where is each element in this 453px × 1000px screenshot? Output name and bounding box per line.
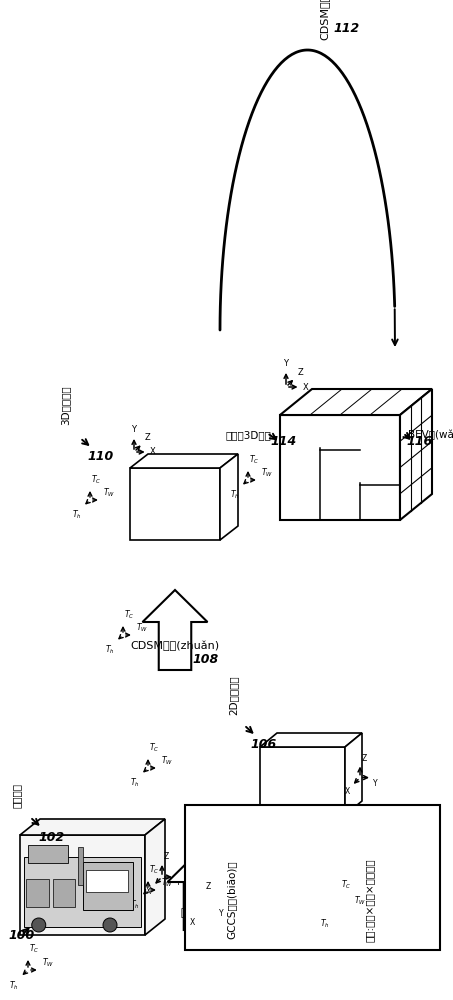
- Text: 張量:寬度×高度×通道維度: 張量:寬度×高度×通道維度: [365, 858, 375, 942]
- Text: $T_W$: $T_W$: [103, 487, 115, 499]
- Text: Z: Z: [206, 882, 211, 891]
- Text: 108: 108: [192, 653, 218, 666]
- Text: $T_h$: $T_h$: [230, 489, 240, 501]
- Bar: [26, 879, 48, 907]
- Text: CDSM聚合: CDSM聚合: [319, 0, 329, 40]
- Polygon shape: [400, 389, 432, 520]
- Text: $T_C$: $T_C$: [149, 863, 159, 876]
- Text: $T_C$: $T_C$: [124, 608, 135, 621]
- Polygon shape: [260, 733, 362, 747]
- Bar: [77, 847, 82, 885]
- Text: X: X: [190, 918, 195, 927]
- Text: X: X: [146, 887, 151, 896]
- Text: $T_h$: $T_h$: [320, 918, 330, 930]
- Text: $T_W$: $T_W$: [354, 894, 366, 907]
- Text: Y: Y: [219, 909, 224, 918]
- Polygon shape: [345, 733, 362, 815]
- Text: $T_W$: $T_W$: [161, 876, 173, 889]
- Text: BEV網(wǎng)格: BEV網(wǎng)格: [408, 430, 453, 440]
- Text: $T_W$: $T_W$: [161, 754, 173, 767]
- Text: $T_W$: $T_W$: [136, 621, 148, 634]
- Text: 102: 102: [38, 831, 64, 844]
- Polygon shape: [280, 389, 432, 415]
- Text: 骨干
和BiFPN: 骨干 和BiFPN: [181, 895, 219, 917]
- Text: 112: 112: [333, 22, 360, 35]
- Bar: [82, 862, 132, 910]
- Text: Z: Z: [297, 368, 303, 377]
- Circle shape: [32, 918, 46, 932]
- Bar: [280, 415, 400, 520]
- Text: $T_C$: $T_C$: [29, 942, 39, 955]
- Text: $T_W$: $T_W$: [261, 466, 273, 479]
- Bar: [53, 879, 75, 907]
- Text: 3D圖像特征: 3D圖像特征: [60, 385, 70, 425]
- Text: 聚合的3D特征: 聚合的3D特征: [225, 430, 271, 440]
- Text: Y: Y: [373, 779, 377, 788]
- Polygon shape: [145, 819, 165, 935]
- Text: $T_h$: $T_h$: [105, 644, 115, 656]
- Text: CDSM旋轉(zhuǎn): CDSM旋轉(zhuǎn): [130, 641, 220, 651]
- Text: Z: Z: [164, 852, 169, 861]
- Bar: [20, 835, 145, 935]
- Text: GCCS坐標(biāo)系: GCCS坐標(biāo)系: [227, 861, 237, 939]
- Text: 輸入圖像: 輸入圖像: [12, 783, 22, 808]
- Text: 116: 116: [406, 435, 432, 448]
- Text: $T_h$: $T_h$: [10, 979, 19, 992]
- Text: 110: 110: [87, 450, 113, 463]
- Bar: [24, 857, 141, 927]
- Text: X: X: [303, 382, 308, 391]
- Text: 2D圖像特征: 2D圖像特征: [228, 675, 238, 715]
- Polygon shape: [168, 850, 232, 930]
- Polygon shape: [143, 590, 207, 670]
- Polygon shape: [20, 819, 165, 835]
- Bar: [260, 747, 345, 815]
- Text: Y: Y: [131, 425, 136, 434]
- Text: 100: 100: [8, 929, 34, 942]
- Text: $T_C$: $T_C$: [91, 474, 101, 486]
- Text: Z: Z: [145, 433, 150, 442]
- Text: 114: 114: [270, 435, 296, 448]
- Text: 106: 106: [250, 738, 276, 751]
- Polygon shape: [220, 454, 238, 540]
- Text: X: X: [344, 787, 350, 796]
- Text: Y: Y: [176, 878, 180, 887]
- Text: $T_h$: $T_h$: [130, 777, 140, 789]
- Text: $T_h$: $T_h$: [72, 509, 82, 521]
- Bar: [28, 845, 68, 863]
- Circle shape: [103, 918, 117, 932]
- Bar: [130, 468, 220, 540]
- Bar: [86, 870, 127, 892]
- Text: $T_C$: $T_C$: [249, 454, 260, 466]
- Text: $T_W$: $T_W$: [42, 956, 54, 969]
- Text: $T_C$: $T_C$: [149, 742, 159, 754]
- Text: $T_C$: $T_C$: [341, 879, 352, 891]
- Text: 104: 104: [217, 913, 244, 926]
- Bar: [185, 805, 440, 950]
- Text: Z: Z: [362, 754, 367, 763]
- Text: $T_h$: $T_h$: [130, 899, 140, 911]
- Text: X: X: [149, 448, 155, 456]
- Polygon shape: [130, 454, 238, 468]
- Text: Y: Y: [284, 359, 289, 368]
